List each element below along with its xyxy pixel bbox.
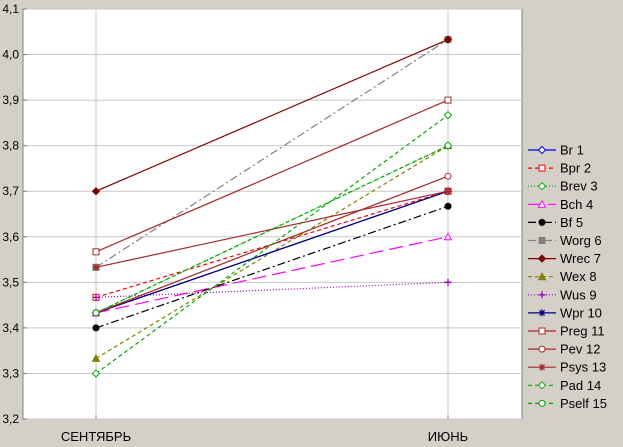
- data-point: [444, 278, 452, 286]
- series-line: [95, 114, 449, 374]
- data-point: [91, 187, 101, 196]
- legend-entry: Worg 6: [528, 233, 602, 248]
- legend-label: Bf 5: [560, 215, 583, 230]
- legend-entry: Bch 4: [528, 197, 593, 212]
- data-point: [444, 142, 452, 150]
- legend-entry: Wpr 10: [528, 305, 602, 320]
- data-point: [538, 164, 546, 172]
- data-point: [444, 187, 452, 195]
- legend-label: Wpr 10: [560, 305, 602, 320]
- legend-label: Worg 6: [560, 233, 602, 248]
- data-point: [538, 327, 546, 335]
- data-point: [537, 181, 547, 191]
- series-lines: [91, 35, 453, 378]
- series-wus-9: [92, 278, 452, 301]
- series-line: [95, 190, 449, 314]
- legend-entry: Wrec 7: [528, 251, 601, 266]
- series-line: [95, 99, 449, 253]
- data-point: [444, 96, 452, 104]
- legend-label: Br 1: [560, 143, 584, 158]
- legend-label: Pself 15: [560, 396, 607, 411]
- series-preg-11: [92, 96, 452, 256]
- y-tick-label: 4,1: [2, 2, 19, 16]
- data-point: [537, 145, 547, 155]
- y-tick-label: 3,6: [2, 230, 19, 244]
- plot-area: [22, 8, 523, 420]
- series-line: [95, 190, 449, 268]
- x-tick-label: СЕНТЯБРЬ: [61, 429, 131, 444]
- y-tick-label: 3,7: [2, 184, 19, 198]
- legend-label: Pad 14: [560, 378, 601, 393]
- legend-entry: Pev 12: [528, 342, 600, 357]
- series-psys-13: [92, 187, 452, 271]
- legend-label: Wrec 7: [560, 251, 601, 266]
- legend-entry: Preg 11: [528, 324, 605, 339]
- data-point: [537, 381, 547, 390]
- data-point: [92, 248, 100, 256]
- y-tick-label: 3,8: [2, 139, 19, 153]
- x-tick-label: ИЮНЬ: [428, 429, 468, 444]
- y-tick-label: 3,2: [2, 412, 19, 426]
- legend-label: Wex 8: [560, 269, 597, 284]
- legend-entry: Pself 15: [528, 396, 607, 411]
- y-axis-ticks: 3,2 3,3 3,4 3,5 3,6 3,7 3,8 3,9 4,0 4,1: [2, 2, 27, 426]
- data-point: [92, 263, 100, 271]
- series-line: [95, 205, 449, 329]
- data-point: [537, 199, 547, 208]
- data-point: [538, 218, 546, 226]
- legend-label: Brev 3: [560, 179, 598, 194]
- series-wrec-7: [91, 35, 453, 196]
- data-point: [91, 369, 101, 378]
- legend-label: Bpr 2: [560, 161, 591, 176]
- data-point: [538, 399, 546, 407]
- x-axis-ticks: СЕНТЯБРЬ ИЮНЬ: [61, 415, 468, 444]
- data-point: [538, 345, 546, 353]
- series-line: [95, 39, 449, 268]
- legend-entry: Br 1: [528, 143, 584, 158]
- data-point: [538, 309, 546, 317]
- y-tick-label: 3,9: [2, 93, 19, 107]
- y-tick-label: 4,0: [2, 48, 19, 62]
- legend-entry: Bf 5: [528, 215, 583, 230]
- series-pad-14: [91, 110, 453, 378]
- y-tick-label: 3,3: [2, 366, 19, 380]
- legend-label: Preg 11: [560, 324, 605, 339]
- data-point: [92, 324, 100, 332]
- series-line: [95, 145, 449, 314]
- legend-label: Bch 4: [560, 197, 593, 212]
- grid-lines: [23, 8, 522, 420]
- legend-label: Pev 12: [560, 342, 600, 357]
- legend-label: Wus 9: [560, 287, 597, 302]
- series-line: [95, 38, 449, 192]
- data-point: [92, 293, 100, 301]
- data-point: [444, 202, 452, 210]
- data-point: [443, 35, 453, 44]
- data-point: [91, 353, 101, 362]
- data-point: [537, 272, 547, 281]
- legend-entry: Pad 14: [528, 378, 601, 393]
- legend-entry: Wex 8: [528, 269, 597, 284]
- data-point: [538, 363, 546, 371]
- data-point: [443, 110, 453, 120]
- legend-entry: Wus 9: [528, 287, 597, 302]
- legend-label: Psys 13: [560, 360, 606, 375]
- legend-entry: Bpr 2: [528, 161, 591, 176]
- legend-entry: Brev 3: [528, 179, 598, 194]
- data-point: [538, 237, 546, 244]
- data-point: [537, 254, 547, 263]
- series-bf-5: [92, 202, 452, 332]
- data-point: [444, 172, 452, 180]
- y-tick-label: 3,4: [2, 321, 19, 335]
- y-tick-label: 3,5: [2, 275, 19, 289]
- series-pself-15: [92, 142, 452, 317]
- legend-entry: Psys 13: [528, 360, 606, 375]
- data-point: [538, 291, 546, 299]
- data-point: [443, 232, 453, 241]
- legend: Br 1 Bpr 2 Brev 3 Bch 4 Bf 5 Worg 6 Wrec 7 Wex …: [528, 143, 607, 411]
- data-point: [92, 309, 100, 317]
- series-line: [95, 236, 449, 314]
